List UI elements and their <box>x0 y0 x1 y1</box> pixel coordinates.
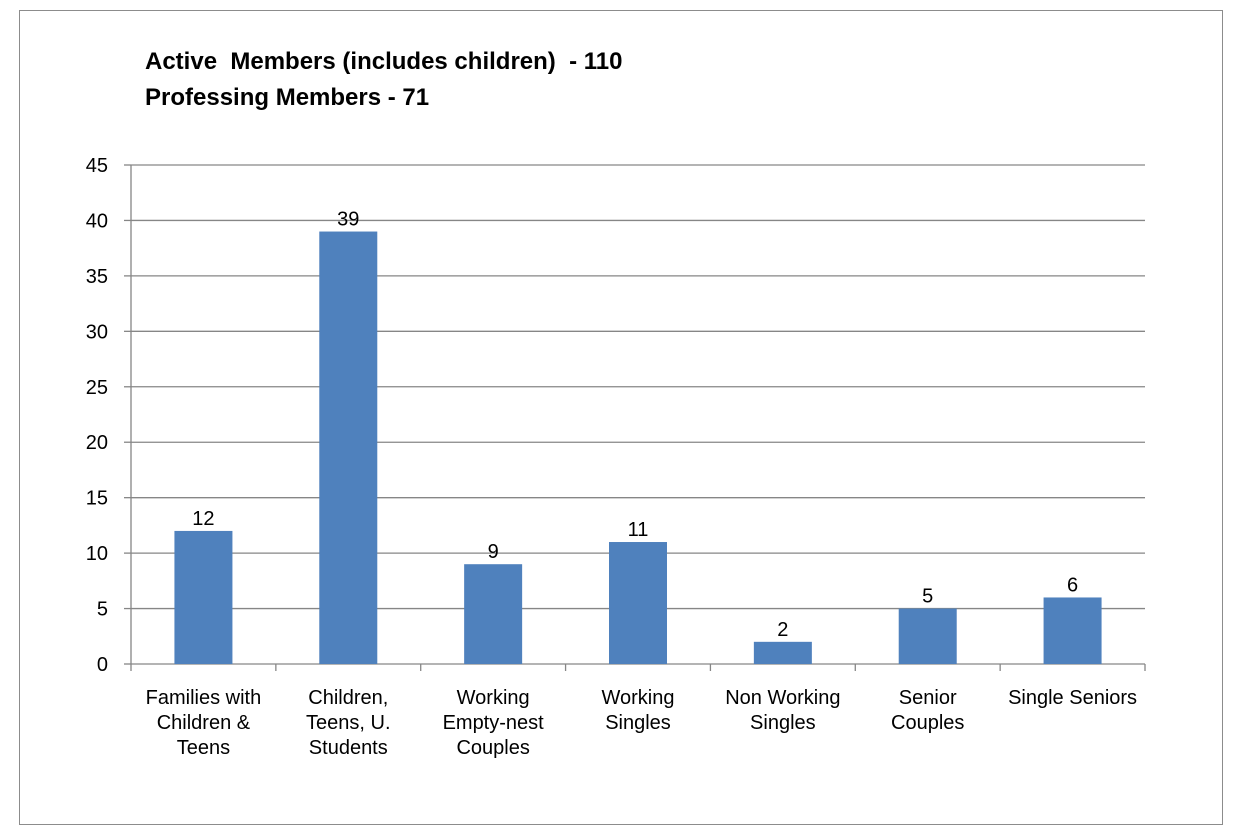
y-tick-label: 10 <box>86 543 108 565</box>
x-tick-label-line: Couples <box>456 737 529 759</box>
x-tick-label: Single Seniors <box>1008 687 1137 709</box>
data-label: 12 <box>192 508 214 530</box>
bar <box>1043 597 1102 664</box>
x-tick-label-line: Families with <box>146 687 262 709</box>
x-tick-label: Non Working Singles <box>725 687 840 734</box>
chart-title: Active Members (includes children) - 110… <box>145 44 623 116</box>
bar <box>898 608 957 664</box>
bar <box>609 542 667 664</box>
x-tick-label-line: Senior <box>899 687 957 709</box>
y-tick-label: 25 <box>86 377 108 399</box>
bar <box>174 530 233 664</box>
y-tick-label: 30 <box>86 321 108 343</box>
bar <box>319 231 378 665</box>
bar <box>753 641 812 664</box>
x-tick-label-line: Single Seniors <box>1008 687 1137 709</box>
chart-title-line-1: Active Members (includes children) - 110 <box>145 48 623 75</box>
y-tick-label: 0 <box>97 654 108 676</box>
data-label: 39 <box>337 209 359 231</box>
y-tick-label: 35 <box>86 266 108 288</box>
y-tick-label: 5 <box>97 599 108 621</box>
chart-frame <box>19 10 1223 825</box>
y-tick-label: 15 <box>86 488 108 510</box>
y-tick-label: 40 <box>86 210 108 232</box>
x-tick-label-line: Children & <box>157 712 251 734</box>
data-label: 5 <box>922 586 933 608</box>
x-tick-label: Families with Children & Teens <box>146 687 262 759</box>
x-tick-label: Working Empty-nest Couples <box>443 687 545 759</box>
data-label: 11 <box>628 519 649 541</box>
x-tick-label-line: Empty-nest <box>443 712 545 734</box>
x-tick-label: Working Singles <box>602 687 675 734</box>
data-label: 6 <box>1067 574 1078 596</box>
data-label: 2 <box>777 619 788 641</box>
y-tick-label: 45 <box>86 155 108 177</box>
x-tick-label-line: Non Working <box>725 687 840 709</box>
x-tick-label-line: Working <box>457 687 530 709</box>
bar <box>464 564 523 664</box>
x-tick-label-line: Students <box>309 737 388 759</box>
y-tick-label: 20 <box>86 432 108 454</box>
x-tick-label-line: Children, <box>308 687 388 709</box>
x-tick-label-line: Singles <box>750 712 816 734</box>
x-tick-label: Children, Teens, U. Students <box>306 687 390 759</box>
chart-title-line-2: Professing Members - 71 <box>145 84 430 111</box>
x-tick-label-line: Teens, U. <box>306 712 390 734</box>
data-label: 9 <box>488 541 499 563</box>
x-tick-label: Senior Couples <box>891 687 964 734</box>
x-tick-label-line: Teens <box>177 737 230 759</box>
x-tick-label-line: Couples <box>891 712 964 734</box>
x-tick-label-line: Working <box>602 687 675 709</box>
x-tick-label-line: Singles <box>605 712 671 734</box>
